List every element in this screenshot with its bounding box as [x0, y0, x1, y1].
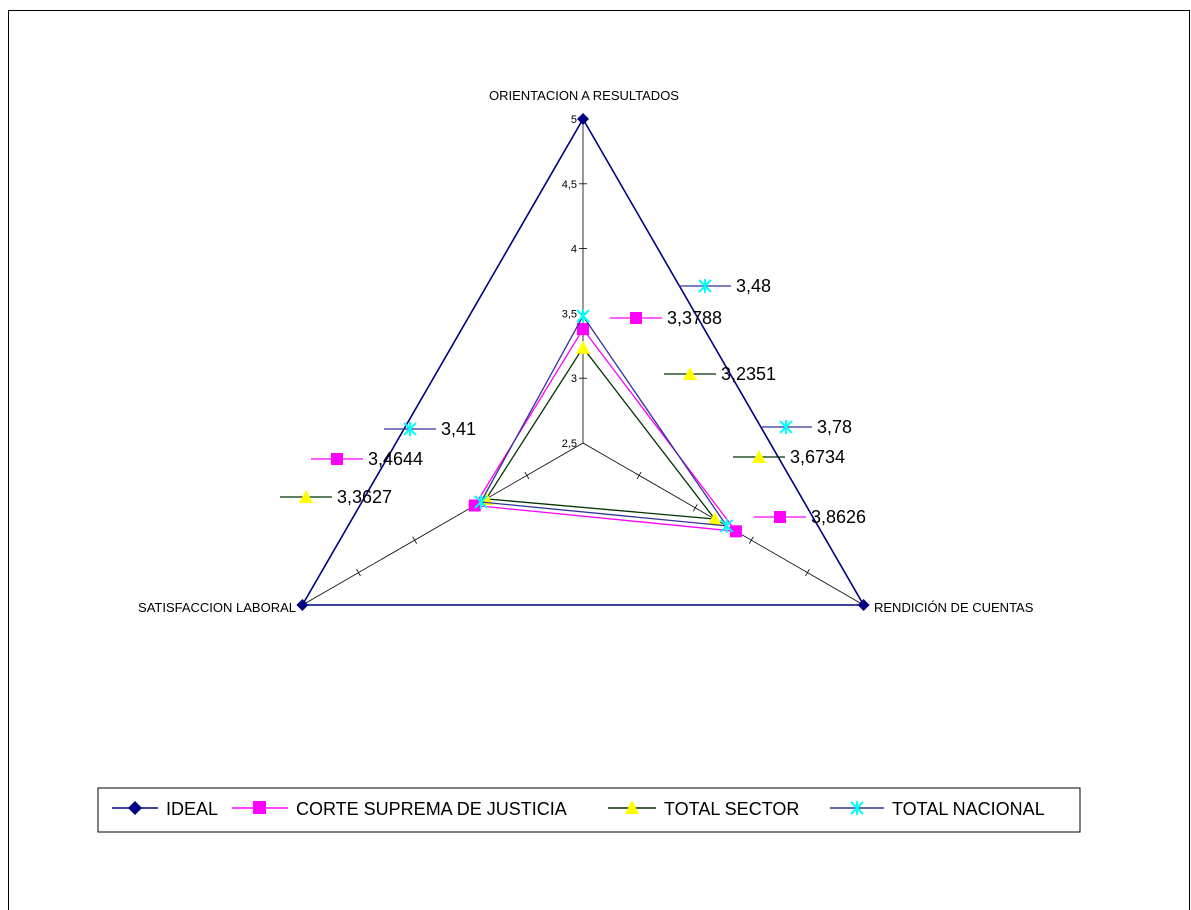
series-2-point-1: [707, 512, 722, 526]
series-1-point-1: [729, 525, 742, 538]
axis-tick-2-1: [524, 471, 530, 480]
legend: IDEAL CORTE SUPREMA DE JUSTICIA TOTAL SE…: [97, 787, 1081, 833]
data-label-1-0: 3,3788: [667, 308, 722, 328]
tick-label-1: 3: [571, 373, 577, 385]
callout-marker-2-2: [299, 490, 313, 503]
callout-marker-3-0: [698, 279, 712, 293]
series-line-2: [485, 346, 717, 520]
series-1-point-2: [468, 499, 481, 512]
legend-marker-ideal: [128, 801, 142, 815]
axis-line-1: [582, 442, 864, 606]
data-label-3-1: 3,78: [817, 417, 852, 437]
callout-marker-2-0: [683, 367, 697, 380]
series-0-point-2: [296, 599, 309, 611]
axis-line-2: [302, 442, 584, 606]
series-0-point-0: [577, 113, 589, 125]
series-2-point-0: [576, 340, 590, 354]
legend-label-total-sector: TOTAL SECTOR: [664, 799, 799, 819]
callout-marker-2-1: [752, 450, 766, 463]
legend-item-total-nacional: TOTAL NACIONAL: [830, 799, 1045, 819]
data-label-1-1: 3,8626: [811, 507, 866, 527]
legend-item-ideal: IDEAL: [112, 799, 218, 819]
tick-label-2: 3,5: [562, 308, 577, 320]
axis-tick-1-2: [692, 504, 698, 512]
series-1-point-0: [577, 323, 589, 336]
callout-marker-1-1: [774, 511, 786, 523]
axis-tick-1-4: [805, 568, 810, 577]
series-line-3: [479, 314, 729, 527]
legend-marker-corte-suprema: [253, 801, 266, 814]
series-line-0: [301, 117, 865, 606]
series-3-point-1: [719, 518, 734, 533]
legend-item-total-sector: TOTAL SECTOR: [608, 799, 799, 819]
axis-tick-2-3: [412, 536, 417, 544]
legend-item-corte-suprema: CORTE SUPREMA DE JUSTICIA: [232, 799, 567, 819]
callout-marker-1-2: [331, 453, 343, 465]
data-label-1-2: 3,4644: [368, 449, 423, 469]
tick-label-0: 2,5: [562, 438, 577, 450]
legend-label-total-nacional: TOTAL NACIONAL: [892, 799, 1045, 819]
axis-tick-1-3: [749, 536, 754, 544]
chart-frame: [8, 10, 1190, 910]
radar-axes: 2,5 3 3,5 4 4,5 5: [300, 114, 866, 609]
tick-label-4: 4,5: [562, 179, 577, 191]
series-3-point-0: [576, 308, 590, 323]
series-0-point-1: [857, 599, 870, 611]
category-label-rendicion: RENDICIÓN DE CUENTAS: [874, 600, 1034, 615]
legend-label-ideal: IDEAL: [166, 799, 218, 819]
category-label-orientacion: ORIENTACION A RESULTADOS: [489, 88, 679, 103]
data-label-callouts: 3,3788 3,8626 3,4644 3,2351 3,6734 3,3627 3,48…: [280, 276, 866, 527]
series-line-1: [473, 327, 738, 533]
axis-tick-1-1: [636, 471, 642, 480]
data-label-2-0: 3,2351: [721, 364, 776, 384]
tick-label-5: 5: [571, 114, 577, 126]
callout-marker-3-1: [779, 420, 793, 434]
category-label-satisfaccion: SATISFACCION LABORAL: [138, 600, 296, 615]
series-lines: [296, 113, 870, 611]
callout-marker-3-2: [403, 422, 417, 436]
legend-marker-total-sector: [625, 800, 639, 814]
data-label-3-2: 3,41: [441, 419, 476, 439]
axis-tick-2-4: [356, 568, 361, 577]
legend-label-corte-suprema: CORTE SUPREMA DE JUSTICIA: [296, 799, 567, 819]
data-label-2-2: 3,3627: [337, 487, 392, 507]
series-3-point-2: [474, 494, 488, 509]
tick-label-3: 4: [571, 244, 577, 256]
legend-marker-total-nacional: [850, 801, 864, 815]
callout-marker-1-0: [630, 312, 642, 324]
data-label-2-1: 3,6734: [790, 447, 845, 467]
data-label-3-0: 3,48: [736, 276, 771, 296]
